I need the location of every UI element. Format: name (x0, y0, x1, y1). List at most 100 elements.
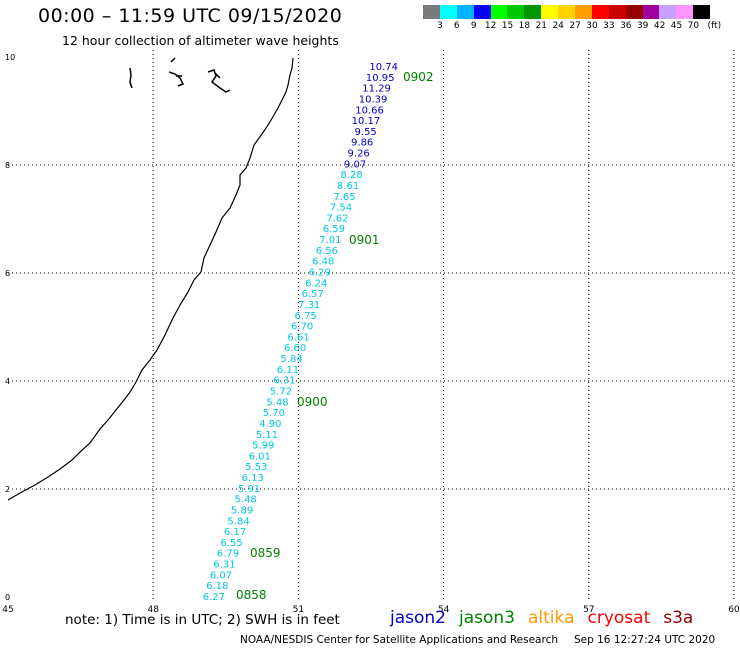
wave-height-value: 10.66 (355, 105, 384, 116)
color-swatch (439, 5, 457, 19)
wave-height-value: 5.99 (252, 441, 274, 452)
y-tick-label: 0 (5, 593, 10, 602)
y-tick-label: 8 (5, 161, 10, 170)
coastline-path (7, 57, 294, 501)
color-scale-label: 39 (636, 21, 649, 31)
satellite-legend-item: cryosat (587, 608, 651, 628)
wave-height-value: 7.31 (298, 300, 320, 311)
pass-time-label: 0859 (250, 546, 281, 560)
y-tick-label: 10 (5, 53, 15, 62)
island-shape (129, 57, 231, 93)
color-scale-bar (423, 5, 711, 19)
pass-time-labels: 0902 0901 0900 0859 0858 (236, 70, 434, 602)
color-scale-label: 30 (586, 21, 598, 31)
color-swatch (541, 5, 559, 19)
x-tick-label: 48 (147, 605, 159, 615)
satellite-legend: jason2 jason3 altika cryosat s3a (390, 608, 706, 628)
satellite-legend-item: jason3 (459, 608, 515, 628)
color-scale-label: 27 (569, 21, 581, 31)
pass-time-label: 0902 (403, 70, 434, 84)
color-swatch (625, 5, 643, 19)
x-tick-label: 60 (728, 605, 740, 615)
wave-height-value: 6.56 (316, 246, 338, 257)
color-scale-label: 9 (470, 21, 477, 31)
pass-time-label: 0901 (349, 233, 380, 247)
wave-height-value: 10.74 (369, 62, 398, 73)
wave-height-value: 6.18 (206, 581, 228, 592)
wave-height-value: 6.57 (302, 289, 324, 300)
color-swatch (558, 5, 576, 19)
wave-height-value: 6.55 (220, 538, 242, 549)
wave-height-value: 7.54 (330, 203, 352, 214)
color-scale-label: 70 (687, 21, 700, 31)
wave-height-value: 6.13 (242, 473, 264, 484)
y-tick-label: 6 (5, 269, 10, 278)
wave-height-value: 6.24 (305, 278, 327, 289)
color-scale-label: 42 (653, 21, 666, 31)
wave-height-value: 6.27 (203, 592, 225, 603)
wave-height-value: 5.70 (263, 408, 285, 419)
color-swatch (608, 5, 626, 19)
color-swatch (507, 5, 525, 19)
wave-height-value: 6.11 (277, 365, 299, 376)
wave-height-values: 10.7410.9511.2910.3910.6610.179.559.869.… (203, 62, 398, 603)
color-swatch (490, 5, 508, 19)
wave-height-value: 6.01 (249, 451, 271, 462)
color-swatch (423, 5, 440, 19)
color-swatch (473, 5, 491, 19)
wave-height-value: 5.84 (280, 354, 302, 365)
color-scale-label: 6 (453, 21, 460, 31)
x-tick-label: 57 (583, 605, 594, 615)
wave-height-value: 6.59 (323, 224, 345, 235)
wave-height-value: 8.61 (337, 181, 359, 192)
wave-height-value: 7.65 (333, 192, 355, 203)
wave-height-value: 6.75 (295, 311, 317, 322)
wave-height-value: 5.53 (245, 462, 267, 473)
wave-height-value: 9.55 (355, 127, 377, 138)
wave-height-value: 10.95 (366, 73, 395, 84)
wave-height-value: 6.61 (287, 332, 309, 343)
wave-height-value: 6.79 (217, 549, 239, 560)
footnote: note: 1) Time is in UTC; 2) SWH is in fe… (65, 612, 340, 628)
wave-height-value: 9.86 (351, 138, 373, 149)
credit-text: NOAA/NESDIS Center for Satellite Applica… (240, 634, 558, 646)
color-scale-label: 33 (603, 21, 615, 31)
color-scale-label: (ft) (707, 21, 722, 31)
wave-height-value: 6.70 (291, 322, 313, 333)
wave-height-value: 9.07 (344, 159, 366, 170)
axis-labels: 45 48 51 54 57 60 0 2 4 6 8 10 (2, 53, 740, 615)
pass-time-label: 0900 (297, 395, 328, 409)
y-tick-label: 4 (5, 377, 10, 386)
wave-height-value: 5.48 (235, 495, 257, 506)
satellite-legend-item: s3a (663, 608, 694, 628)
color-scale-label: 36 (620, 21, 632, 31)
color-scale-labels: 3 6 9 12 15 18 21 24 27 30 33 36 39 42 45 70 (ft) (423, 21, 740, 33)
wave-height-value: 6.29 (309, 268, 331, 279)
color-scale-label: 24 (552, 21, 564, 31)
color-swatch (575, 5, 592, 19)
wave-height-value: 11.29 (362, 84, 391, 95)
satellite-legend-item: altika (528, 608, 575, 628)
color-scale-label: 18 (518, 21, 531, 31)
wave-height-value: 7.01 (319, 235, 341, 246)
wave-height-value: 6.17 (224, 527, 246, 538)
color-swatch (676, 5, 694, 19)
satellite-legend-item: jason2 (390, 608, 446, 628)
x-tick-label: 45 (2, 605, 13, 615)
color-scale-label: 21 (535, 21, 548, 31)
color-swatch (642, 5, 660, 19)
page-title: 00:00 – 11:59 UTC 09/15/2020 (38, 5, 343, 27)
wave-height-value: 4.90 (259, 419, 281, 430)
pass-time-label: 0858 (236, 588, 267, 602)
wave-height-value: 5.89 (231, 506, 253, 517)
wave-height-value: 5.91 (238, 484, 260, 495)
color-swatch (524, 5, 542, 19)
wave-height-value: 6.07 (210, 570, 232, 581)
color-swatch (456, 5, 474, 19)
wave-height-value: 5.11 (256, 430, 278, 441)
wave-height-value: 5.84 (227, 516, 249, 527)
wave-height-value: 6.31 (213, 560, 235, 571)
coastline (7, 57, 294, 501)
color-swatch (591, 5, 609, 19)
wave-height-value: 9.26 (348, 149, 370, 160)
